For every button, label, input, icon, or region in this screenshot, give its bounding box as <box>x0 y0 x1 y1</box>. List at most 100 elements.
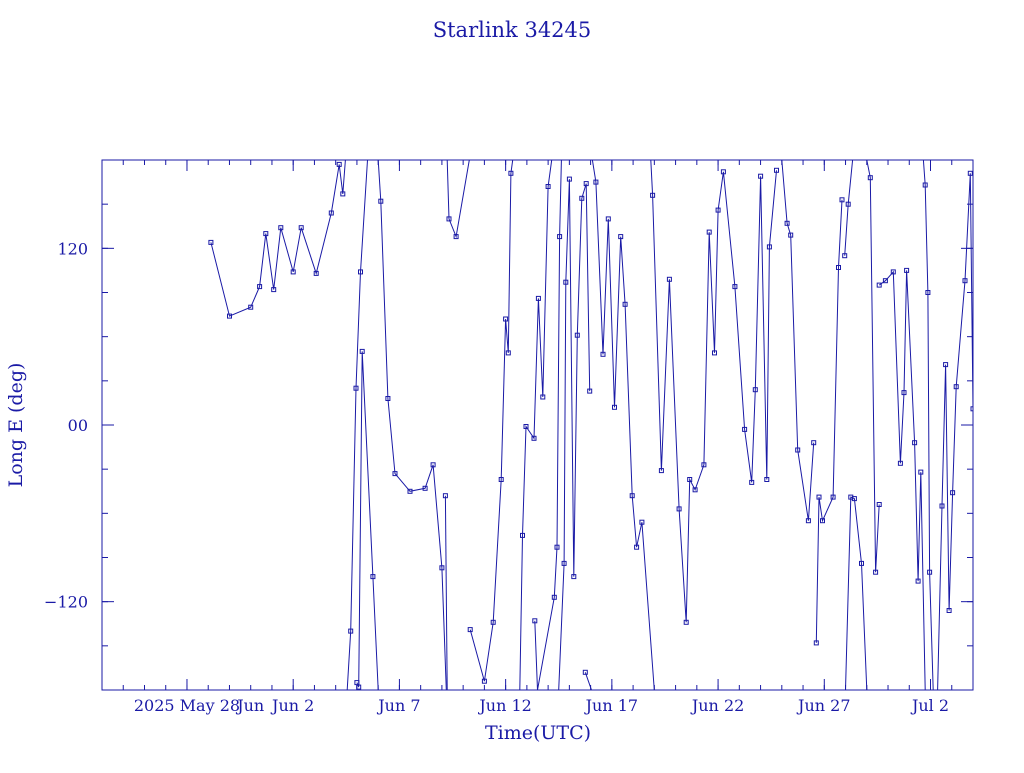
data-point-marker <box>629 493 635 499</box>
data-point-marker <box>561 560 567 566</box>
y-tick-label: −120 <box>44 593 88 612</box>
data-point-marker <box>313 270 319 276</box>
data-point-marker <box>820 518 825 524</box>
data-point-marker <box>358 269 363 275</box>
series-line <box>922 160 934 690</box>
data-point-marker <box>563 279 569 285</box>
data-point-marker <box>587 388 593 394</box>
data-point-marker <box>348 628 354 634</box>
x-tick-label: Jun 7 <box>376 696 420 715</box>
data-point-marker <box>442 493 448 499</box>
data-point-marker <box>554 544 560 550</box>
data-point-marker <box>742 426 748 432</box>
plot-area: 2025 May 28 Jun 2 Jun 7 Jun 12 Jun 17 Jun 22 J… <box>44 159 979 715</box>
data-point-marker <box>927 569 933 575</box>
data-point-marker <box>946 608 952 613</box>
data-point-marker <box>922 182 928 188</box>
data-point-marker <box>583 181 589 187</box>
data-point-marker <box>467 627 473 633</box>
data-series-group <box>208 160 979 690</box>
data-point-marker <box>385 396 391 401</box>
data-point-marker <box>967 170 973 176</box>
data-point-marker <box>788 232 794 238</box>
series-line <box>356 351 379 690</box>
data-point-marker <box>867 175 873 181</box>
data-point-marker <box>939 503 945 509</box>
data-point-marker <box>622 301 628 307</box>
data-point-marker <box>918 469 924 475</box>
data-point-marker <box>758 173 764 179</box>
data-point-marker <box>634 544 640 550</box>
data-point-marker <box>356 684 362 690</box>
data-point-marker <box>811 440 817 446</box>
data-point-marker <box>876 282 882 288</box>
data-point-marker <box>715 207 721 213</box>
plot-frame <box>101 159 974 691</box>
data-point-marker <box>566 176 572 182</box>
series-line <box>815 199 843 643</box>
data-point-marker <box>557 234 563 240</box>
data-point-marker <box>950 490 956 496</box>
data-point-marker <box>774 167 779 173</box>
data-point-marker <box>263 231 269 237</box>
data-point-marker <box>378 198 384 204</box>
data-point-marker <box>830 494 836 500</box>
data-point-marker <box>612 404 617 410</box>
series-line <box>346 160 368 690</box>
x-tick-label: Jul 2 <box>910 696 949 715</box>
data-point-marker <box>766 244 772 250</box>
series-line <box>866 160 880 573</box>
data-point-marker <box>298 225 304 231</box>
data-point-marker <box>278 225 284 231</box>
data-point-marker <box>605 216 611 222</box>
data-point-marker <box>732 284 738 290</box>
x-tick-label: Jun 2 <box>270 696 314 715</box>
data-point-marker <box>336 161 342 167</box>
data-point-marker <box>650 192 656 198</box>
data-point-marker <box>897 460 903 466</box>
series-line <box>558 179 591 690</box>
data-point-marker <box>227 313 232 319</box>
data-point-marker <box>839 197 845 203</box>
data-point-marker <box>571 574 577 580</box>
data-point-marker <box>842 253 848 259</box>
data-point-marker <box>520 532 525 538</box>
x-axis-label: Time(UTC) <box>485 722 591 744</box>
data-point-marker <box>639 519 645 525</box>
data-point-marker <box>816 494 822 500</box>
data-point-marker <box>859 560 864 566</box>
data-point-marker <box>439 565 445 571</box>
series-line <box>937 173 973 690</box>
series-line <box>591 160 655 690</box>
data-point-marker <box>248 304 254 310</box>
series-line <box>844 160 854 256</box>
data-point-marker <box>446 216 452 222</box>
series-line <box>446 160 470 239</box>
data-point-marker <box>962 278 968 284</box>
data-point-marker <box>523 424 529 429</box>
data-point-marker <box>551 594 557 600</box>
x-tick-label: Jun <box>235 696 264 715</box>
series-line <box>534 160 562 690</box>
series-line <box>650 160 777 623</box>
data-point-marker <box>532 618 538 624</box>
data-point-marker <box>618 234 624 240</box>
x-tick-label: 2025 May 28 <box>134 696 240 715</box>
y-tick-label: 120 <box>57 239 88 258</box>
data-point-marker <box>579 195 585 201</box>
data-point-marker <box>975 266 979 270</box>
data-point-marker <box>752 387 758 393</box>
series-line <box>845 496 868 690</box>
series-line <box>781 160 815 521</box>
data-point-marker <box>764 477 770 482</box>
data-point-marker <box>574 332 580 338</box>
data-point-marker <box>540 394 546 400</box>
data-point-marker <box>353 385 359 391</box>
data-point-marker <box>392 471 398 477</box>
data-point-marker <box>257 284 263 290</box>
x-tick-label: Jun 17 <box>584 696 638 715</box>
data-point-marker <box>359 348 365 354</box>
data-point-marker <box>545 184 551 189</box>
x-tick-label: Jun 22 <box>690 696 744 715</box>
